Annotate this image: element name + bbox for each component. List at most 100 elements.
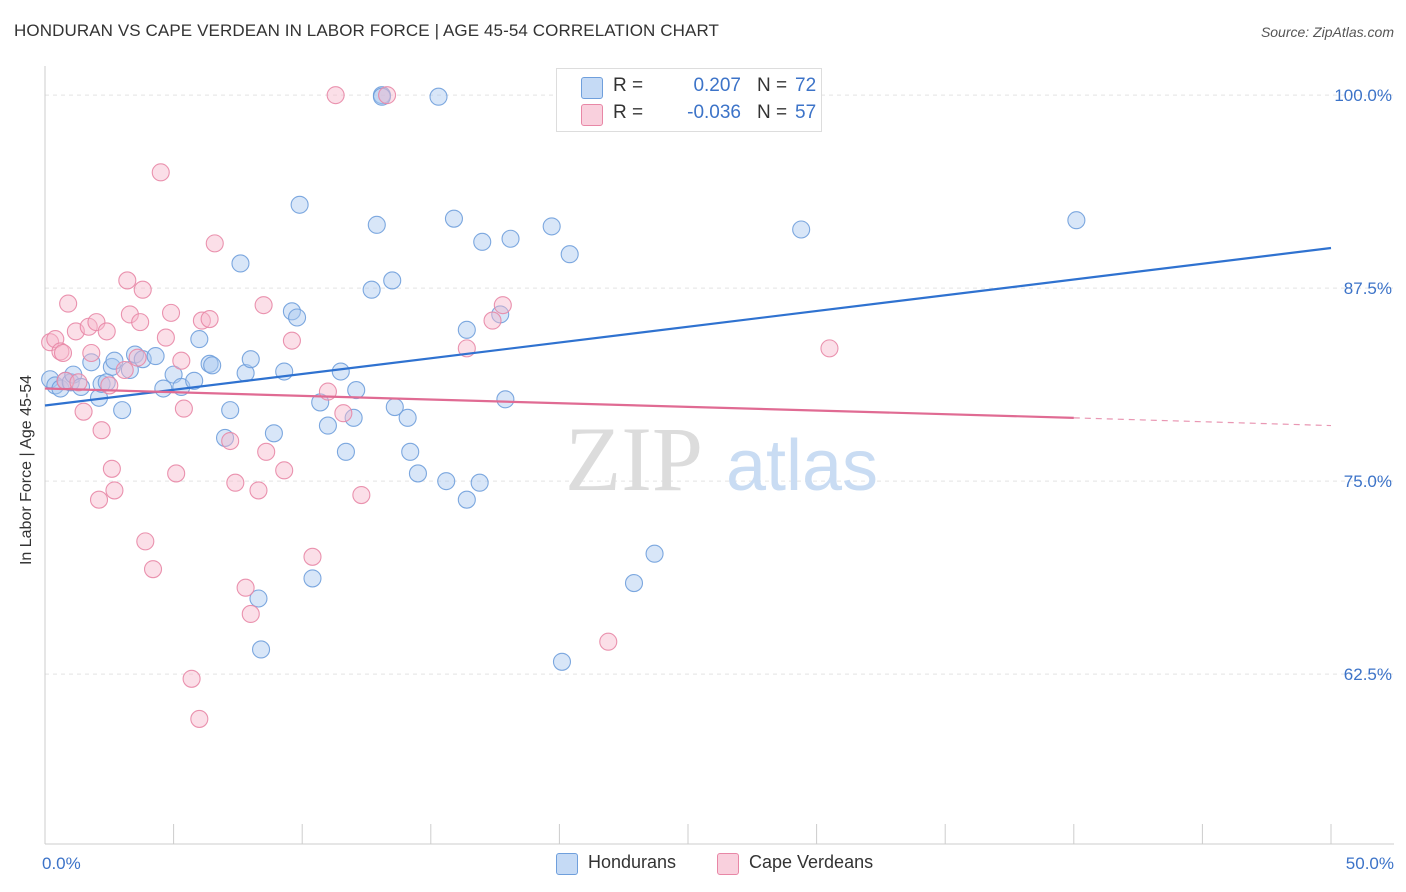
legend-n-label: N = (757, 75, 788, 96)
cape-verdean-point (131, 313, 150, 332)
honduran-point (288, 308, 307, 327)
cape-verdean-point (102, 459, 121, 478)
cape-verdean-point (282, 331, 301, 350)
honduran-point (303, 569, 322, 588)
cape-verdean-point (352, 486, 371, 505)
honduran-point (318, 416, 337, 435)
honduran-point (383, 271, 402, 290)
honduran-point (82, 353, 101, 372)
honduran-point (457, 320, 476, 339)
cape-verdean-point (133, 280, 152, 299)
cape-verdean-point (221, 431, 240, 451)
legend-r-value: 0.207 (693, 75, 741, 96)
cape-verdean-point (275, 461, 294, 480)
honduran-point (408, 464, 427, 483)
cape-verdean-point (136, 532, 155, 551)
honduran-point (215, 428, 235, 447)
cape-verdean-point (151, 163, 170, 182)
bottom-legend-swatch-blue (556, 853, 578, 875)
cape-verdean-point (167, 464, 186, 483)
cape-verdean-point (143, 560, 163, 579)
honduran-point (401, 442, 420, 461)
legend-swatch-pink (581, 104, 603, 126)
cape-verdean-point (236, 578, 255, 597)
honduran-trend-line (44, 246, 1332, 407)
honduran-point (146, 347, 165, 366)
honduran-point (203, 356, 222, 375)
chart-title: HONDURAN VS CAPE VERDEAN IN LABOR FORCE … (14, 21, 720, 40)
cape-verdean-point (257, 442, 276, 461)
trend-lines (44, 246, 1332, 427)
cape-verdean-trend-line (44, 387, 1074, 419)
x-tick-label: 0.0% (42, 854, 81, 873)
cape-verdean-point (493, 296, 512, 315)
honduran-point (470, 473, 489, 492)
honduran-point (552, 652, 572, 671)
honduran-point (241, 350, 260, 369)
source-attribution: Source: ZipAtlas.com (1260, 24, 1394, 40)
y-axis-label: In Labor Force | Age 45-54 (18, 374, 35, 566)
honduran-point (190, 330, 209, 349)
cape-verdean-point (41, 333, 60, 352)
honduran-point (231, 254, 250, 273)
watermark-atlas: atlas (726, 426, 878, 506)
honduran-point (249, 589, 268, 608)
axes (44, 66, 1394, 845)
cape-verdean-point (174, 399, 193, 418)
cape-verdean-point (326, 86, 345, 105)
cape-verdean-point (378, 86, 397, 105)
y-tick-label: 75.0% (1344, 472, 1392, 491)
honduran-point (444, 209, 463, 228)
honduran-point (542, 217, 561, 236)
honduran-point (501, 229, 520, 248)
bottom-legend-swatch-pink (717, 853, 739, 875)
honduran-point (367, 215, 386, 234)
cape-verdean-point (74, 402, 93, 421)
honduran-point (331, 362, 350, 381)
honduran-point (347, 381, 366, 400)
honduran-point (336, 442, 355, 461)
correlation-legend: R = 0.207 N = 72 R = -0.036 N = 57 (556, 68, 822, 132)
legend-swatch-blue (581, 77, 603, 99)
cape-verdean-point (241, 604, 260, 623)
cape-verdean-point (192, 311, 211, 330)
honduran-point (113, 401, 132, 420)
cape-verdean-point (820, 339, 839, 358)
cape-verdean-point (53, 343, 73, 363)
y-tick-label: 62.5% (1344, 665, 1392, 684)
cape-verdean-point (254, 296, 273, 315)
honduran-point (473, 232, 492, 251)
honduran-point (105, 351, 124, 370)
cape-verdean-point (156, 328, 175, 347)
cape-verdean-point (334, 404, 353, 423)
honduran-point (344, 408, 363, 427)
cape-verdean-point (249, 481, 268, 500)
honduran-point (264, 424, 283, 443)
cape-verdean-point (172, 351, 191, 370)
cape-verdean-point (89, 490, 109, 509)
legend-n-label: N = (757, 102, 788, 123)
tick-labels: 100.0% 87.5% 75.0% 62.5% 0.0% 50.0% (42, 86, 1394, 873)
honduran-point (290, 195, 309, 214)
cape-verdean-point (87, 313, 106, 332)
honduran-point (398, 408, 417, 427)
cape-verdean-point (205, 234, 224, 253)
cape-verdean-point (118, 271, 137, 290)
cape-verdean-point (182, 669, 201, 688)
honduran-point (645, 544, 664, 563)
honduran-point (624, 574, 644, 593)
cape-verdean-point (483, 311, 502, 330)
honduran-point (457, 490, 476, 509)
x-tick-label: 50.0% (1346, 854, 1394, 873)
legend-n-value: 57 (795, 102, 817, 123)
cape-verdean-point (128, 348, 147, 367)
honduran-point (437, 472, 456, 491)
honduran-point (1067, 211, 1086, 230)
y-tick-label: 100.0% (1334, 86, 1392, 105)
cape-verdean-point (190, 709, 209, 728)
cape-verdean-point (105, 481, 124, 500)
cape-verdean-point (115, 360, 134, 380)
cape-verdean-point (200, 309, 219, 329)
legend-r-value: -0.036 (687, 102, 741, 123)
